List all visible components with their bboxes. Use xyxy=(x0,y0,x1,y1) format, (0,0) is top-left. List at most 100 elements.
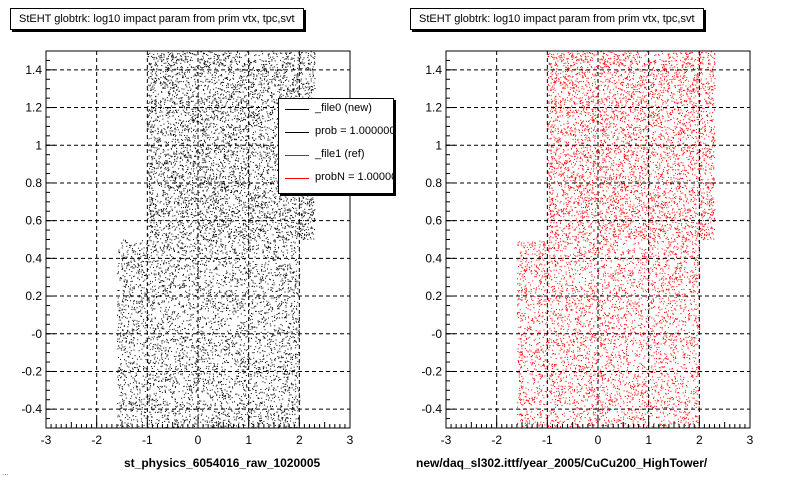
scatter-point xyxy=(259,279,261,281)
scatter-point xyxy=(174,305,176,306)
scatter-point xyxy=(273,284,275,286)
scatter-point xyxy=(252,230,254,232)
scatter-point xyxy=(250,378,252,380)
scatter-point xyxy=(278,419,280,421)
scatter-point xyxy=(254,149,256,151)
scatter-point xyxy=(263,240,265,242)
scatter-point xyxy=(157,127,159,129)
scatter-point xyxy=(153,173,154,175)
scatter-point xyxy=(228,386,230,388)
scatter-point xyxy=(219,291,220,293)
scatter-point xyxy=(284,414,286,416)
scatter-point xyxy=(126,242,128,244)
scatter-point xyxy=(163,300,165,302)
scatter-point xyxy=(173,64,175,66)
scatter-point xyxy=(186,250,188,252)
scatter-point xyxy=(136,326,138,328)
scatter-point xyxy=(203,400,205,402)
scatter-point xyxy=(227,158,229,160)
scatter-point xyxy=(261,397,263,399)
scatter-point xyxy=(301,225,303,227)
scatter-point xyxy=(220,426,222,428)
scatter-point xyxy=(132,362,134,364)
scatter-point xyxy=(278,297,280,299)
scatter-point xyxy=(268,388,270,390)
scatter-point xyxy=(186,365,187,367)
scatter-point xyxy=(190,350,192,352)
scatter-point xyxy=(207,393,209,395)
scatter-point xyxy=(291,245,293,247)
scatter-point xyxy=(197,350,199,352)
scatter-point xyxy=(251,86,253,88)
scatter-point xyxy=(258,369,259,371)
scatter-point xyxy=(158,287,160,289)
scatter-point xyxy=(252,249,254,251)
scatter-point xyxy=(259,352,261,354)
scatter-point xyxy=(175,351,177,353)
scatter-point xyxy=(134,265,136,267)
scatter-point xyxy=(256,404,258,406)
scatter-point xyxy=(236,285,238,287)
scatter-point xyxy=(169,187,171,189)
scatter-point xyxy=(190,386,192,388)
scatter-point xyxy=(297,400,299,402)
scatter-point xyxy=(234,360,236,362)
scatter-point xyxy=(161,353,163,355)
scatter-point xyxy=(244,248,246,249)
scatter-point xyxy=(189,399,191,401)
scatter-point xyxy=(250,248,251,250)
scatter-point xyxy=(190,273,192,275)
scatter-point xyxy=(214,180,216,182)
scatter-point xyxy=(203,383,205,385)
scatter-point xyxy=(178,325,180,327)
scatter-point xyxy=(167,404,169,406)
scatter-point xyxy=(189,176,191,178)
scatter-point xyxy=(296,281,298,283)
scatter-point xyxy=(278,380,280,382)
scatter-point xyxy=(284,409,286,411)
scatter-point xyxy=(211,326,212,328)
scatter-point xyxy=(201,346,203,348)
scatter-point xyxy=(209,240,210,242)
scatter-point xyxy=(166,112,168,114)
scatter-point xyxy=(150,72,152,74)
scatter-point xyxy=(226,141,228,143)
scatter-point xyxy=(272,341,274,342)
scatter-point xyxy=(153,331,155,333)
scatter-point xyxy=(230,329,231,331)
scatter-point xyxy=(162,386,164,388)
scatter-point xyxy=(183,386,185,387)
scatter-point xyxy=(201,271,203,272)
scatter-point xyxy=(186,356,188,358)
scatter-point xyxy=(231,191,233,193)
scatter-point xyxy=(266,387,268,389)
scatter-point xyxy=(187,393,189,394)
scatter-point xyxy=(295,356,296,357)
scatter-point xyxy=(138,265,139,267)
scatter-point xyxy=(274,315,276,317)
scatter-point xyxy=(265,311,267,313)
scatter-point xyxy=(207,166,209,168)
scatter-point xyxy=(240,402,241,404)
scatter-point xyxy=(266,361,268,362)
scatter-point xyxy=(278,366,280,368)
scatter-point xyxy=(161,260,163,262)
scatter-point xyxy=(149,361,151,363)
scatter-point xyxy=(272,111,274,113)
scatter-point xyxy=(250,359,252,360)
scatter-point xyxy=(207,405,208,407)
scatter-point xyxy=(218,382,220,384)
scatter-point xyxy=(143,368,144,370)
scatter-point xyxy=(189,149,191,151)
scatter-point xyxy=(232,343,234,345)
scatter-point xyxy=(172,393,173,395)
scatter-point xyxy=(118,271,119,273)
scatter-point xyxy=(166,377,167,378)
scatter-point xyxy=(171,323,173,325)
scatter-point xyxy=(145,417,147,419)
scatter-point xyxy=(241,252,243,254)
scatter-point xyxy=(248,274,250,276)
scatter-point xyxy=(127,262,129,264)
scatter-point xyxy=(133,276,135,278)
scatter-point xyxy=(129,294,131,296)
